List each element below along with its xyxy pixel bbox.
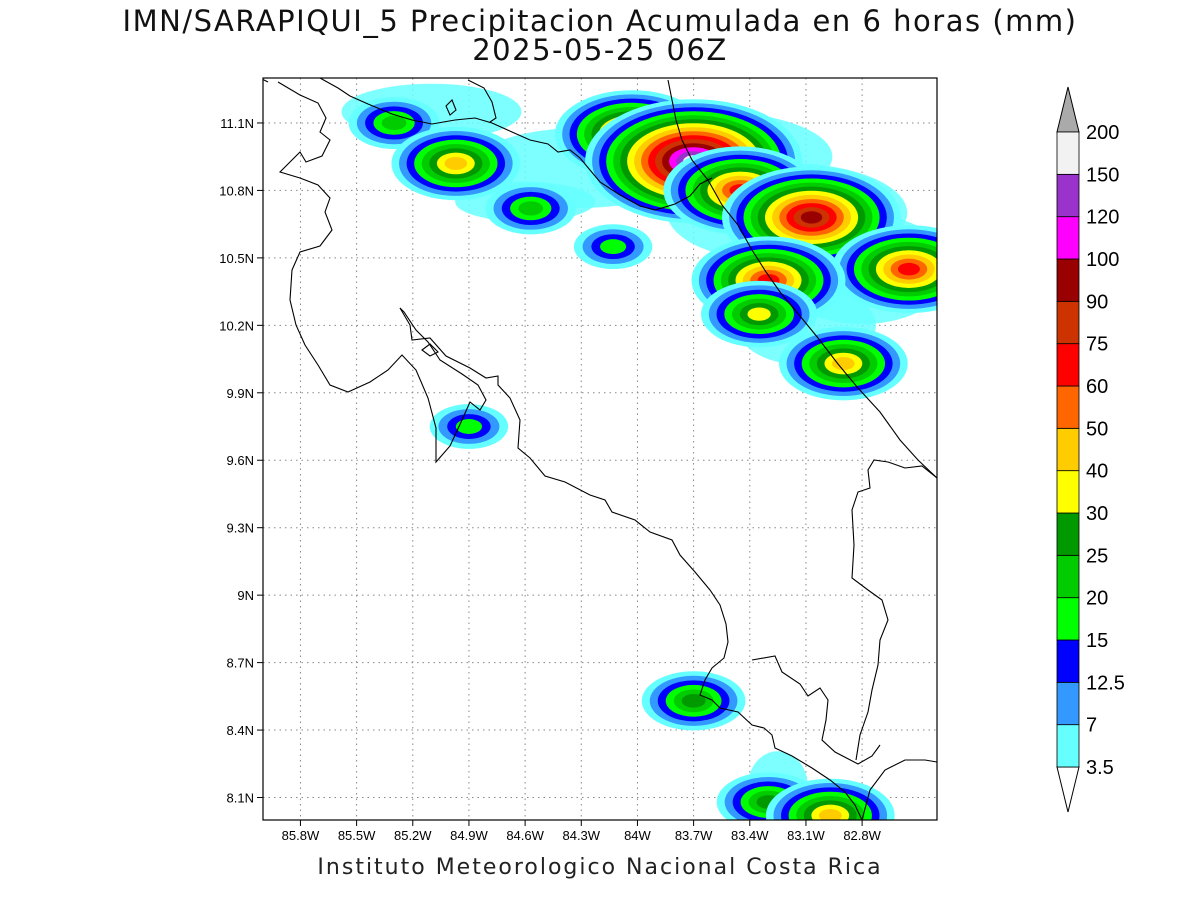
- x-tick-label: 84.6W: [506, 828, 544, 843]
- y-tick-label: 9.3N: [227, 521, 254, 536]
- colorbar-swatch: [1056, 597, 1080, 641]
- precip-contour: [455, 419, 483, 434]
- colorbar-swatch: [1056, 470, 1080, 514]
- precip-contour: [518, 201, 544, 216]
- colorbar-label: 12.5: [1086, 672, 1125, 694]
- osa-peninsula: [751, 655, 881, 765]
- y-tick-label: 8.4N: [227, 723, 254, 738]
- colorbar-label: 40: [1086, 461, 1108, 483]
- x-tick-label: 83.4W: [731, 828, 769, 843]
- colorbar-swatch: [1056, 300, 1080, 345]
- x-tick-label: 84.3W: [562, 828, 600, 843]
- colorbar-swatch: [1056, 258, 1080, 302]
- x-tick-label: 84W: [624, 828, 651, 843]
- colorbar-max-arrow: [1056, 86, 1080, 133]
- nicoya-island: [421, 343, 439, 357]
- panama-border-north: [851, 459, 937, 761]
- x-tick-label: 83.1W: [787, 828, 825, 843]
- y-tick-label: 10.5N: [219, 251, 254, 266]
- precip-contour: [747, 307, 771, 321]
- precip-cell: [573, 224, 653, 270]
- colorbar-label: 7: [1086, 715, 1097, 737]
- precip-cell: [831, 225, 937, 314]
- colorbar-swatch: [1056, 216, 1080, 260]
- y-tick-label: 10.2N: [219, 318, 254, 333]
- colorbar-swatch: [1056, 173, 1080, 218]
- precip-cell: [391, 126, 521, 201]
- colorbar-swatch: [1056, 554, 1080, 599]
- colorbar-legend: 3.5 7 12.5 15 20 25 30 40 50 60 75 90 100 120 150 200: [1056, 86, 1125, 813]
- colorbar-label: 100: [1086, 249, 1119, 271]
- precip-contour: [681, 693, 706, 708]
- precip-cell: [429, 404, 509, 449]
- y-tick-label: 9.9N: [227, 386, 254, 401]
- panama-pacific: [861, 759, 937, 820]
- colorbar-swatch: [1056, 512, 1080, 556]
- colorbar-label: 30: [1086, 503, 1108, 525]
- colorbar-label: 25: [1086, 545, 1108, 567]
- colorbar-label: 3.5: [1086, 757, 1114, 779]
- colorbar-label: 120: [1086, 207, 1119, 229]
- colorbar-label: 50: [1086, 418, 1108, 440]
- latitude-axis: 11.1N 10.8N 10.5N 10.2N 9.9N 9.6N 9.3N 9N 8.7N 8.…: [219, 116, 263, 806]
- colorbar-swatch: [1056, 427, 1080, 472]
- longitude-axis: 85.8W 85.5W 85.2W 84.9W 84.6W 84.3W 84W 83.7W 83…: [282, 820, 882, 843]
- y-tick-label: 10.8N: [219, 183, 254, 198]
- precip-contour: [381, 115, 407, 131]
- x-tick-label: 85.2W: [394, 828, 432, 843]
- y-tick-label: 8.7N: [227, 656, 254, 671]
- precip-contour: [832, 357, 855, 371]
- colorbar-label: 150: [1086, 164, 1119, 186]
- precip-contour: [600, 239, 627, 255]
- y-tick-label: 9N: [237, 588, 254, 603]
- precip-cell: [765, 778, 895, 820]
- precip-cell: [641, 671, 746, 731]
- x-tick-label: 85.5W: [338, 828, 376, 843]
- gulf-nicoya-coast: [399, 307, 863, 820]
- colorbar-swatch: [1056, 639, 1080, 683]
- precip-contour: [444, 156, 468, 170]
- colorbar-label: 60: [1086, 376, 1108, 398]
- lake-nicaragua-edge: [445, 79, 497, 123]
- y-tick-label: 11.1N: [220, 116, 254, 131]
- colorbar-min-arrow: [1056, 766, 1080, 813]
- x-tick-label: 84.9W: [450, 828, 488, 843]
- footer-credit: Instituto Meteorologico Nacional Costa R…: [317, 855, 883, 880]
- northern-border: [263, 78, 713, 211]
- colorbar-label: 90: [1086, 291, 1108, 313]
- precip-cell: [701, 280, 818, 348]
- colorbar-swatch: [1056, 385, 1080, 429]
- precip-cell: [485, 182, 577, 235]
- colorbar-swatch: [1056, 343, 1080, 387]
- precip-cell: [778, 326, 908, 401]
- colorbar-swatch: [1056, 131, 1080, 175]
- precip-contour: [800, 211, 823, 224]
- colorbar-label: 75: [1086, 334, 1108, 356]
- colorbar-swatch: [1056, 681, 1080, 726]
- north-coast-nicaragua: [277, 81, 487, 464]
- colorbar-label: 20: [1086, 588, 1108, 610]
- map-frame: [262, 77, 938, 821]
- x-tick-label: 83.7W: [675, 828, 713, 843]
- x-tick-label: 82.8W: [843, 828, 881, 843]
- y-tick-label: 8.1N: [227, 791, 254, 806]
- map-subtitle-date: 2025-05-25 06Z: [472, 33, 728, 67]
- x-tick-label: 85.8W: [282, 828, 320, 843]
- precip-contour: [818, 809, 842, 820]
- y-tick-label: 9.6N: [227, 453, 254, 468]
- colorbar-label: 200: [1086, 122, 1119, 144]
- colorbar-swatch: [1056, 724, 1080, 768]
- colorbar-label: 15: [1086, 630, 1108, 652]
- coastline-borders: [263, 78, 937, 820]
- caribbean-coast: [667, 79, 937, 479]
- precip-contour: [897, 262, 920, 276]
- map-title: IMN/SARAPIQUI_5 Precipitacion Acumulada …: [122, 4, 1078, 38]
